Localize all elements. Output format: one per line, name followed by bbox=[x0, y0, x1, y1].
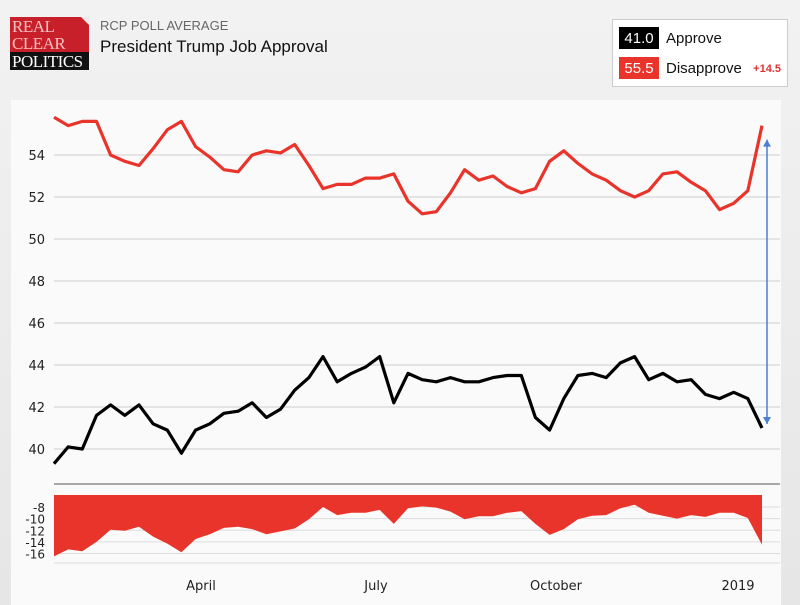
y-tick-label: 40 bbox=[28, 443, 45, 458]
series-lines bbox=[54, 117, 762, 464]
x-tick-label: 2019 bbox=[721, 579, 754, 594]
y-tick-label: 46 bbox=[28, 317, 45, 332]
arrow-up-icon bbox=[763, 140, 771, 147]
y-tick-label: 42 bbox=[28, 401, 45, 416]
x-tick-label: April bbox=[186, 579, 216, 594]
x-tick-labels: April July October 2019 bbox=[186, 579, 754, 594]
y-tick-label: 48 bbox=[28, 275, 45, 290]
y-tick-label: 52 bbox=[28, 191, 45, 206]
y-tick-label: 50 bbox=[28, 233, 45, 248]
arrow-down-icon bbox=[763, 417, 771, 424]
y-tick-label: 54 bbox=[28, 149, 45, 164]
y-tick-labels: 4042444648505254-8-10-12-14-16 bbox=[25, 149, 45, 562]
chart-svg: 4042444648505254-8-10-12-14-16 AprilJuly… bbox=[0, 0, 800, 605]
x-tick-label: October bbox=[530, 579, 583, 594]
spread-area bbox=[54, 495, 762, 556]
x-tick-label: July bbox=[363, 579, 388, 594]
line-disapprove bbox=[54, 117, 762, 214]
spread-area-group bbox=[54, 495, 762, 556]
spread-arrow-group bbox=[763, 140, 771, 424]
y-tick-label: 44 bbox=[28, 359, 45, 374]
spread-y-tick-label: -16 bbox=[25, 548, 45, 562]
line-approve bbox=[54, 357, 762, 464]
